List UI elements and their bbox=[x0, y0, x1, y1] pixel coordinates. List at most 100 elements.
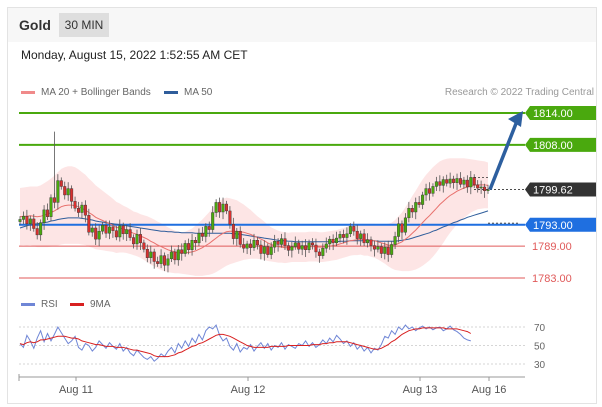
candle-body bbox=[390, 244, 394, 255]
candle-body bbox=[252, 240, 256, 248]
candles bbox=[18, 171, 490, 273]
ma20-swatch bbox=[21, 91, 35, 94]
candle-body bbox=[63, 186, 67, 196]
candle-body bbox=[352, 226, 356, 232]
candle-body bbox=[166, 258, 170, 266]
candle-body bbox=[431, 186, 435, 194]
candle-body bbox=[80, 204, 84, 213]
candle-body bbox=[479, 186, 483, 189]
candle-body bbox=[428, 188, 432, 194]
candle-body bbox=[46, 209, 50, 217]
x-tick-label: Aug 12 bbox=[231, 384, 266, 396]
candle-body bbox=[200, 233, 204, 237]
chart-datetime: Monday, August 15, 2022 1:52:55 AM CET bbox=[21, 48, 248, 62]
candle-body bbox=[32, 218, 36, 229]
candle-body bbox=[414, 202, 418, 213]
candle-body bbox=[228, 210, 232, 225]
level-tag-1808.00: 1808.00 bbox=[525, 137, 596, 152]
candle-body bbox=[204, 226, 208, 237]
candle-body bbox=[28, 218, 32, 224]
level-label-1789.00: 1789.00 bbox=[532, 241, 572, 253]
candle-body bbox=[118, 225, 122, 238]
candle-body bbox=[297, 242, 301, 250]
rsi-line bbox=[19, 324, 471, 362]
current-price-label: 1799.62 bbox=[533, 185, 573, 197]
candle-body bbox=[159, 255, 163, 264]
candle-body bbox=[317, 251, 321, 256]
rsi-swatch bbox=[21, 303, 35, 306]
candle-body bbox=[400, 223, 404, 233]
candle-body bbox=[345, 233, 349, 238]
instrument-title: Gold bbox=[19, 17, 51, 33]
candle-body bbox=[83, 204, 87, 216]
candle-body bbox=[255, 240, 259, 246]
candle-body bbox=[335, 237, 339, 244]
candle-body bbox=[21, 216, 25, 220]
candle-body bbox=[56, 180, 60, 203]
candle-body bbox=[331, 238, 335, 244]
candle-body bbox=[455, 178, 459, 183]
candle-body bbox=[173, 251, 177, 261]
candle-body bbox=[42, 209, 46, 223]
candle-body bbox=[304, 245, 308, 250]
level-tag-box bbox=[525, 217, 596, 232]
legend-rsi-ma-label: 9MA bbox=[90, 299, 111, 310]
candle-body bbox=[132, 237, 136, 245]
candle-body bbox=[355, 230, 359, 239]
candle-body bbox=[359, 233, 363, 239]
current-price-box bbox=[525, 182, 596, 197]
candle-body bbox=[149, 251, 153, 258]
legend-ma50-label: MA 50 bbox=[184, 87, 213, 98]
candle-body bbox=[152, 251, 156, 262]
candle-body bbox=[94, 227, 98, 240]
candle-body bbox=[290, 246, 294, 251]
candle-body bbox=[245, 243, 249, 249]
candle-body bbox=[231, 224, 235, 239]
x-tick-label: Aug 16 bbox=[472, 384, 507, 396]
candle-body bbox=[483, 186, 487, 191]
candle-body bbox=[39, 222, 43, 236]
legend-rsi-ma: 9MA bbox=[70, 299, 111, 310]
candle-body bbox=[197, 233, 201, 244]
candle-body bbox=[276, 241, 280, 245]
candle-body bbox=[441, 179, 445, 186]
candle-body bbox=[259, 244, 263, 254]
timeframe-button[interactable]: 30 MIN bbox=[59, 13, 109, 37]
candle-body bbox=[366, 239, 370, 244]
rsi-level-label-50: 50 bbox=[534, 342, 546, 353]
candle-body bbox=[97, 230, 101, 240]
candle-body bbox=[269, 246, 273, 255]
candle-body bbox=[293, 242, 297, 247]
candle-body bbox=[445, 179, 449, 184]
candle-body bbox=[25, 216, 29, 224]
candle-body bbox=[214, 202, 218, 213]
legend-ma20: MA 20 + Bollinger Bands bbox=[21, 87, 151, 98]
candle-body bbox=[66, 188, 70, 196]
level-label-1814.00: 1814.00 bbox=[533, 108, 573, 120]
level-label-1808.00: 1808.00 bbox=[533, 140, 573, 152]
candle-body bbox=[379, 246, 383, 254]
candle-body bbox=[376, 246, 380, 250]
candle-body bbox=[403, 217, 407, 233]
candle-body bbox=[183, 243, 187, 254]
candle-body bbox=[452, 178, 456, 183]
ma50-swatch bbox=[164, 91, 178, 94]
candle-body bbox=[138, 234, 142, 244]
candle-body bbox=[35, 228, 39, 236]
candle-body bbox=[59, 180, 63, 187]
candle-body bbox=[187, 243, 191, 250]
candle-body bbox=[156, 261, 160, 264]
candle-body bbox=[386, 246, 390, 255]
candle-body bbox=[242, 244, 246, 249]
candle-body bbox=[235, 230, 239, 239]
copyright: Research © 2022 Trading Central bbox=[444, 87, 594, 98]
candle-body bbox=[307, 242, 311, 250]
candle-body bbox=[107, 226, 111, 234]
candle-body bbox=[70, 188, 74, 202]
candle-body bbox=[383, 246, 387, 254]
candle-body bbox=[417, 202, 421, 205]
candle-body bbox=[469, 177, 473, 188]
candle-body bbox=[52, 197, 56, 203]
candle-body bbox=[434, 181, 438, 187]
